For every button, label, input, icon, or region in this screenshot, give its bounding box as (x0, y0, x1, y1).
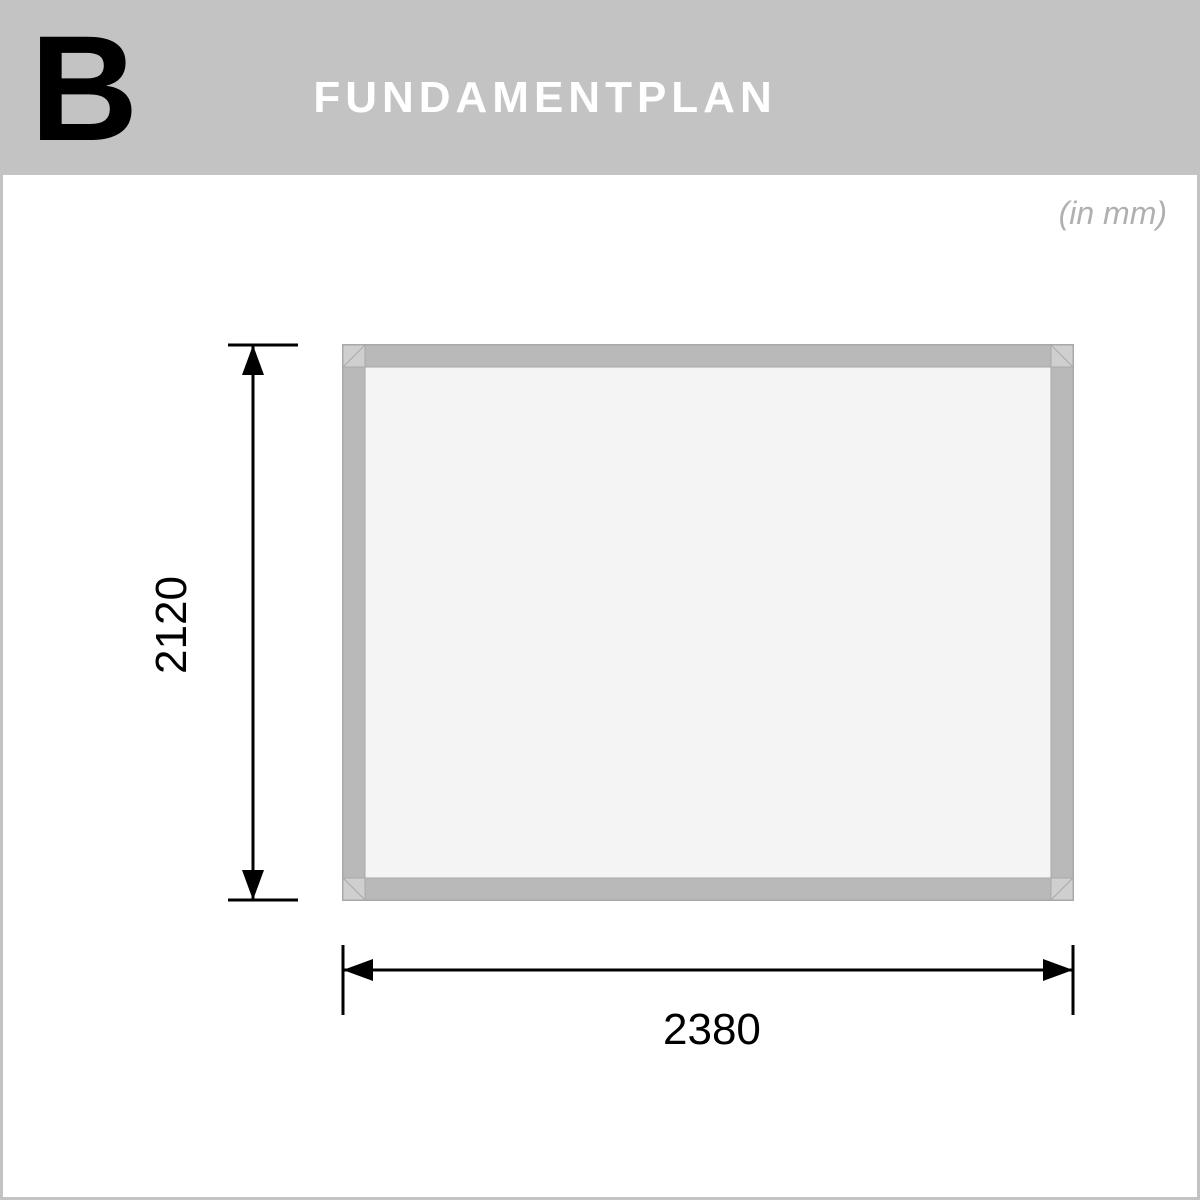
foundation-diagram: 2120 2380 (53, 225, 1143, 1145)
content-area: (in mm) (0, 175, 1200, 1200)
height-value: 2120 (147, 576, 197, 674)
corner-br (1051, 878, 1073, 900)
header-bar: B FUNDAMENTPLAN (0, 0, 1200, 175)
beam-bottom (343, 878, 1073, 900)
beam-left (343, 345, 365, 900)
beam-top (343, 345, 1073, 367)
foundation-plan (343, 345, 1073, 900)
corner-tl (343, 345, 365, 367)
corner-bl (343, 878, 365, 900)
beam-right (1051, 345, 1073, 900)
corner-tr (1051, 345, 1073, 367)
section-letter: B (30, 13, 133, 163)
drawing-svg (53, 225, 1143, 1145)
page-container: B FUNDAMENTPLAN (in mm) (0, 0, 1200, 1200)
foundation-inner (365, 367, 1051, 878)
width-value: 2380 (663, 1005, 761, 1055)
section-title: FUNDAMENTPLAN (313, 73, 776, 123)
dimension-height (228, 345, 298, 900)
